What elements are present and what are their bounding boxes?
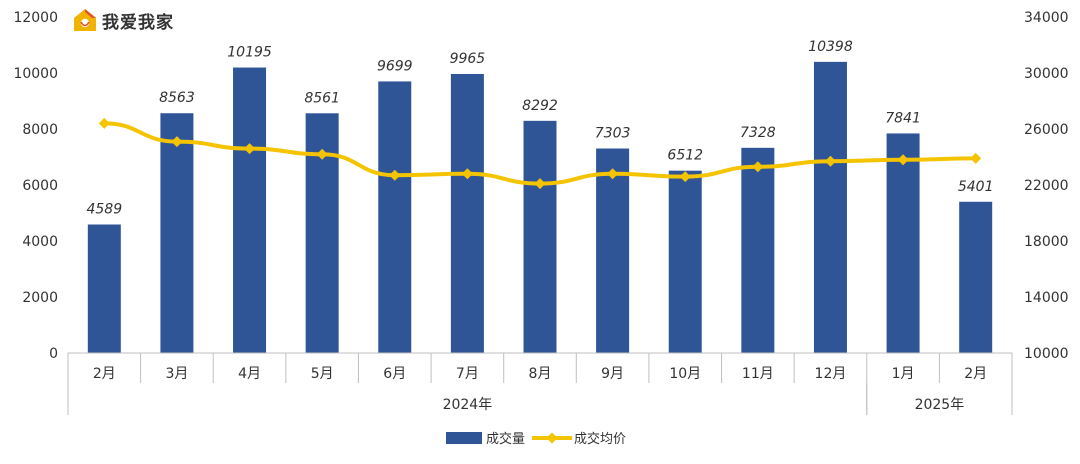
price-point [316, 148, 328, 160]
x-tick-label: 3月 [165, 366, 188, 382]
left-y-tick-label: 8000 [22, 122, 58, 138]
x-tick-label: 2月 [964, 366, 987, 382]
legend-swatch-volume [446, 432, 482, 444]
left-y-tick-label: 2000 [22, 290, 58, 306]
x-axis: 2月 3月 4月 5月 6月 7月 8月 9月 10月 11月 12月 1月 2月 2024年 2025年 [67, 352, 1013, 415]
volume-bar [378, 81, 412, 353]
right-y-tick-label: 10000 [1024, 346, 1069, 362]
price-point [389, 169, 401, 181]
volume-bar [741, 147, 775, 353]
volume-data-label: 10195 [227, 45, 272, 61]
price-point [897, 154, 909, 166]
volume-data-label: 10398 [808, 39, 853, 55]
x-tick-label: 4月 [238, 366, 261, 382]
price-point [461, 168, 473, 180]
left-y-tick-label: 0 [49, 346, 58, 362]
right-y-tick-label: 18000 [1024, 234, 1069, 250]
volume-data-label: 4589 [86, 202, 122, 218]
x-tick-label: 5月 [311, 366, 334, 382]
legend: 成交量 成交均价 [446, 431, 626, 447]
volume-bar [596, 148, 630, 353]
volume-bar [886, 133, 920, 353]
volume-data-label: 7841 [885, 110, 921, 126]
volume-bar [87, 224, 121, 353]
price-point [171, 136, 183, 148]
volume-data-label: 8292 [522, 98, 558, 114]
left-y-tick-label: 6000 [22, 178, 58, 194]
price-point [607, 168, 619, 180]
volume-bar [160, 113, 194, 354]
volume-data-label: 8563 [159, 90, 195, 106]
volume-data-labels: 4589 8563 10195 8561 9699 9965 8292 7303 6512 732… [86, 39, 993, 218]
volume-bars [87, 61, 993, 354]
x-tick-label: 9月 [601, 366, 624, 382]
volume-data-label: 9965 [450, 51, 486, 67]
x-group-label: 2025年 [915, 397, 965, 413]
legend-label-volume: 成交量 [486, 431, 525, 447]
volume-bar [668, 170, 702, 353]
legend-marker-price [546, 432, 558, 444]
x-tick-label: 10月 [669, 366, 701, 382]
volume-data-label: 9699 [377, 58, 413, 74]
volume-data-label: 7303 [595, 126, 631, 142]
left-y-tick-label: 12000 [13, 10, 58, 26]
volume-data-label: 5401 [958, 179, 994, 195]
legend-label-price: 成交均价 [574, 431, 626, 447]
x-tick-label: 11月 [742, 366, 774, 382]
price-point [824, 155, 836, 167]
house-logo-icon [74, 9, 96, 31]
price-point [98, 117, 110, 129]
volume-bar [523, 120, 557, 353]
x-tick-label: 12月 [815, 366, 847, 382]
x-group-label: 2024年 [443, 397, 493, 413]
volume-data-label: 7328 [740, 125, 776, 141]
x-tick-label: 6月 [383, 366, 406, 382]
volume-data-label: 6512 [667, 148, 703, 164]
volume-bar [233, 67, 267, 353]
price-point [679, 171, 691, 183]
volume-bar [813, 61, 847, 354]
x-tick-label: 1月 [892, 366, 915, 382]
right-y-tick-label: 34000 [1024, 10, 1069, 26]
left-y-axis: 0 2000 4000 6000 8000 10000 12000 [13, 10, 58, 362]
right-y-tick-label: 30000 [1024, 66, 1069, 82]
right-y-tick-label: 14000 [1024, 290, 1069, 306]
right-y-tick-label: 22000 [1024, 178, 1069, 194]
price-point [534, 178, 546, 190]
right-y-axis: 10000 14000 18000 22000 26000 30000 34000 [1024, 10, 1069, 362]
x-tick-label: 8月 [529, 366, 552, 382]
left-y-tick-label: 4000 [22, 234, 58, 250]
left-y-tick-label: 10000 [13, 66, 58, 82]
volume-bar [450, 73, 484, 353]
price-point [970, 152, 982, 164]
x-tick-label: 7月 [456, 366, 479, 382]
brand-name: 我爱我家 [102, 12, 174, 33]
right-y-tick-label: 26000 [1024, 122, 1069, 138]
price-point [244, 143, 256, 155]
volume-bar [959, 201, 993, 353]
brand-logo: 我爱我家 [72, 6, 174, 34]
x-tick-label: 2月 [93, 366, 116, 382]
volume-data-label: 8561 [304, 90, 340, 106]
price-line [98, 117, 982, 190]
price-point [752, 161, 764, 173]
